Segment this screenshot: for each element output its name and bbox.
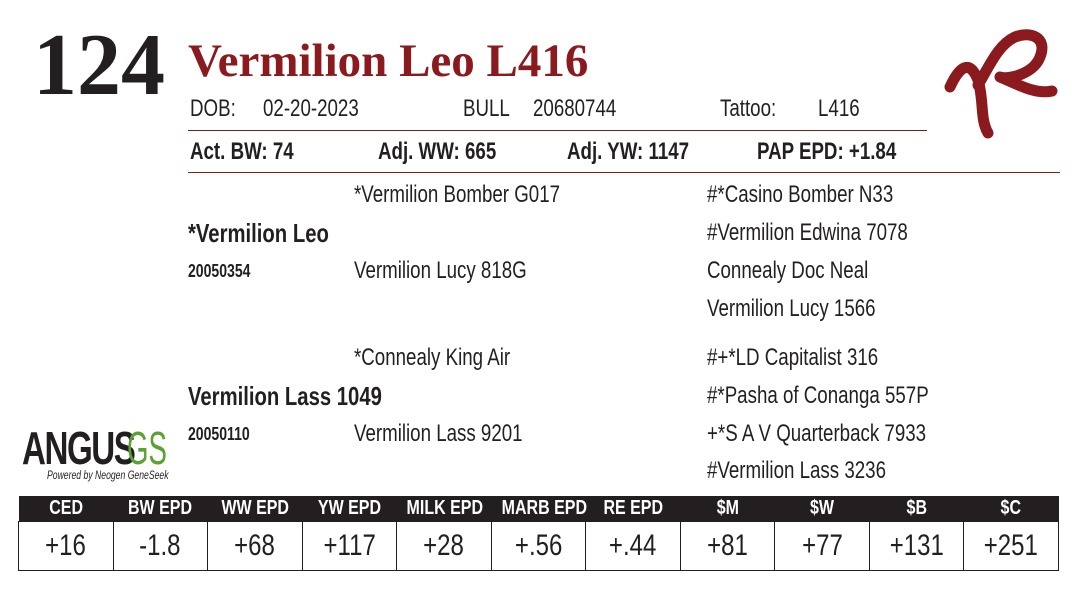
epd-value: +131 bbox=[889, 529, 944, 562]
epd-header: $C bbox=[1000, 497, 1022, 519]
epd-value-cell: +28 bbox=[396, 521, 492, 571]
divider bbox=[188, 172, 1060, 173]
epd-value: +251 bbox=[984, 529, 1039, 562]
stat: Act. BW: 74 bbox=[190, 138, 294, 165]
epd-value: +28 bbox=[423, 529, 465, 562]
epd-header: CED bbox=[48, 497, 83, 519]
epd-value-cell: +16 bbox=[18, 521, 114, 571]
epd-header-cell: WW EPD bbox=[207, 496, 303, 522]
stat: PAP EPD: +1.84 bbox=[757, 138, 897, 165]
epd-value-row: +16 -1.8 +68 +117 +28 +.56 +.44 +81 +77 +131 +251 bbox=[18, 521, 1059, 571]
sire-dam: Vermilion Lucy 818G bbox=[354, 257, 527, 284]
epd-header-cell: BW EPD bbox=[113, 496, 208, 522]
epd-header: MILK EPD bbox=[406, 497, 483, 519]
grandparent: Connealy Doc Neal bbox=[707, 257, 869, 284]
logo-suffix: GS bbox=[127, 422, 167, 474]
epd-value: +16 bbox=[45, 529, 87, 562]
dam-registration: 20050110 bbox=[188, 424, 250, 444]
sire: *Vermilion Leo bbox=[188, 218, 329, 248]
epd-header-row: CED BW EPD WW EPD YW EPD MILK EPD MARB EPD RE … bbox=[18, 496, 1059, 522]
epd-value: +117 bbox=[323, 529, 376, 562]
grandparent: #+*LD Capitalist 316 bbox=[707, 344, 879, 371]
epd-header-cell: RE EPD bbox=[585, 496, 681, 522]
epd-header-cell: MARB EPD bbox=[491, 496, 588, 522]
epd-header: $B bbox=[906, 497, 927, 519]
epd-value-cell: +81 bbox=[679, 521, 776, 571]
epd-header: WW EPD bbox=[221, 497, 289, 519]
epd-value: +.56 bbox=[514, 529, 563, 562]
epd-header: MARB EPD bbox=[501, 497, 588, 519]
sex: BULL bbox=[463, 95, 510, 122]
tattoo: L416 bbox=[818, 95, 860, 122]
animal-name: Vermilion Leo L416 bbox=[188, 35, 589, 87]
grandparent: #*Pasha of Conanga 557P bbox=[707, 382, 929, 409]
epd-value-cell: +77 bbox=[774, 521, 870, 571]
epd-header-cell: $M bbox=[680, 496, 775, 522]
lot-number: 124 bbox=[33, 17, 165, 114]
stat: Adj. WW: 665 bbox=[378, 138, 497, 165]
epd-value: +77 bbox=[801, 529, 843, 562]
epd-value: +.44 bbox=[609, 529, 657, 562]
grandparent: Vermilion Lucy 1566 bbox=[707, 295, 876, 322]
epd-table: CED BW EPD WW EPD YW EPD MILK EPD MARB EPD RE … bbox=[18, 496, 1059, 571]
epd-value-cell: +68 bbox=[207, 521, 303, 571]
dob-label: DOB: bbox=[190, 95, 236, 122]
grandparent: #Vermilion Edwina 7078 bbox=[707, 219, 908, 246]
epd-value-cell: +251 bbox=[963, 521, 1059, 571]
epd-header-cell: YW EPD bbox=[302, 496, 397, 522]
grandparent: #*Casino Bomber N33 bbox=[707, 181, 894, 208]
epd-header-cell: $C bbox=[963, 496, 1059, 522]
epd-header: BW EPD bbox=[128, 497, 193, 519]
epd-header: $M bbox=[716, 497, 739, 519]
epd-header-cell: CED bbox=[18, 496, 114, 522]
epd-value-cell: +117 bbox=[301, 521, 398, 571]
dam-dam: Vermilion Lass 9201 bbox=[354, 420, 523, 447]
epd-value-cell: -1.8 bbox=[112, 521, 209, 571]
epd-header: YW EPD bbox=[317, 497, 381, 519]
sire-sire: *Vermilion Bomber G017 bbox=[354, 181, 561, 208]
stat: Adj. YW: 1147 bbox=[567, 138, 690, 165]
epd-value-cell: +131 bbox=[868, 521, 965, 571]
sire-registration: 20050354 bbox=[188, 261, 251, 281]
epd-header-cell: $W bbox=[774, 496, 870, 522]
epd-header: RE EPD bbox=[603, 497, 663, 519]
epd-header-cell: $B bbox=[869, 496, 964, 522]
vr-logo bbox=[944, 29, 1058, 139]
dam-sire: *Connealy King Air bbox=[354, 344, 511, 371]
tattoo-label: Tattoo: bbox=[720, 95, 777, 122]
grandparent: #Vermilion Lass 3236 bbox=[707, 457, 886, 484]
dob: 02-20-2023 bbox=[263, 95, 359, 122]
epd-value: -1.8 bbox=[139, 529, 181, 562]
logo-word: ANGUS bbox=[22, 422, 136, 474]
grandparent: +*S A V Quarterback 7933 bbox=[707, 420, 927, 447]
registration: 20680744 bbox=[533, 95, 617, 122]
divider bbox=[188, 130, 927, 131]
epd-header-cell: MILK EPD bbox=[396, 496, 492, 522]
dam: Vermilion Lass 1049 bbox=[188, 381, 382, 411]
epd-header: $W bbox=[810, 497, 835, 519]
epd-value-cell: +.56 bbox=[490, 521, 587, 571]
epd-value: +68 bbox=[234, 529, 276, 562]
epd-value: +81 bbox=[707, 529, 748, 562]
logo-tagline: Powered by Neogen GeneSeek bbox=[47, 468, 169, 482]
epd-value-cell: +.44 bbox=[585, 521, 681, 571]
